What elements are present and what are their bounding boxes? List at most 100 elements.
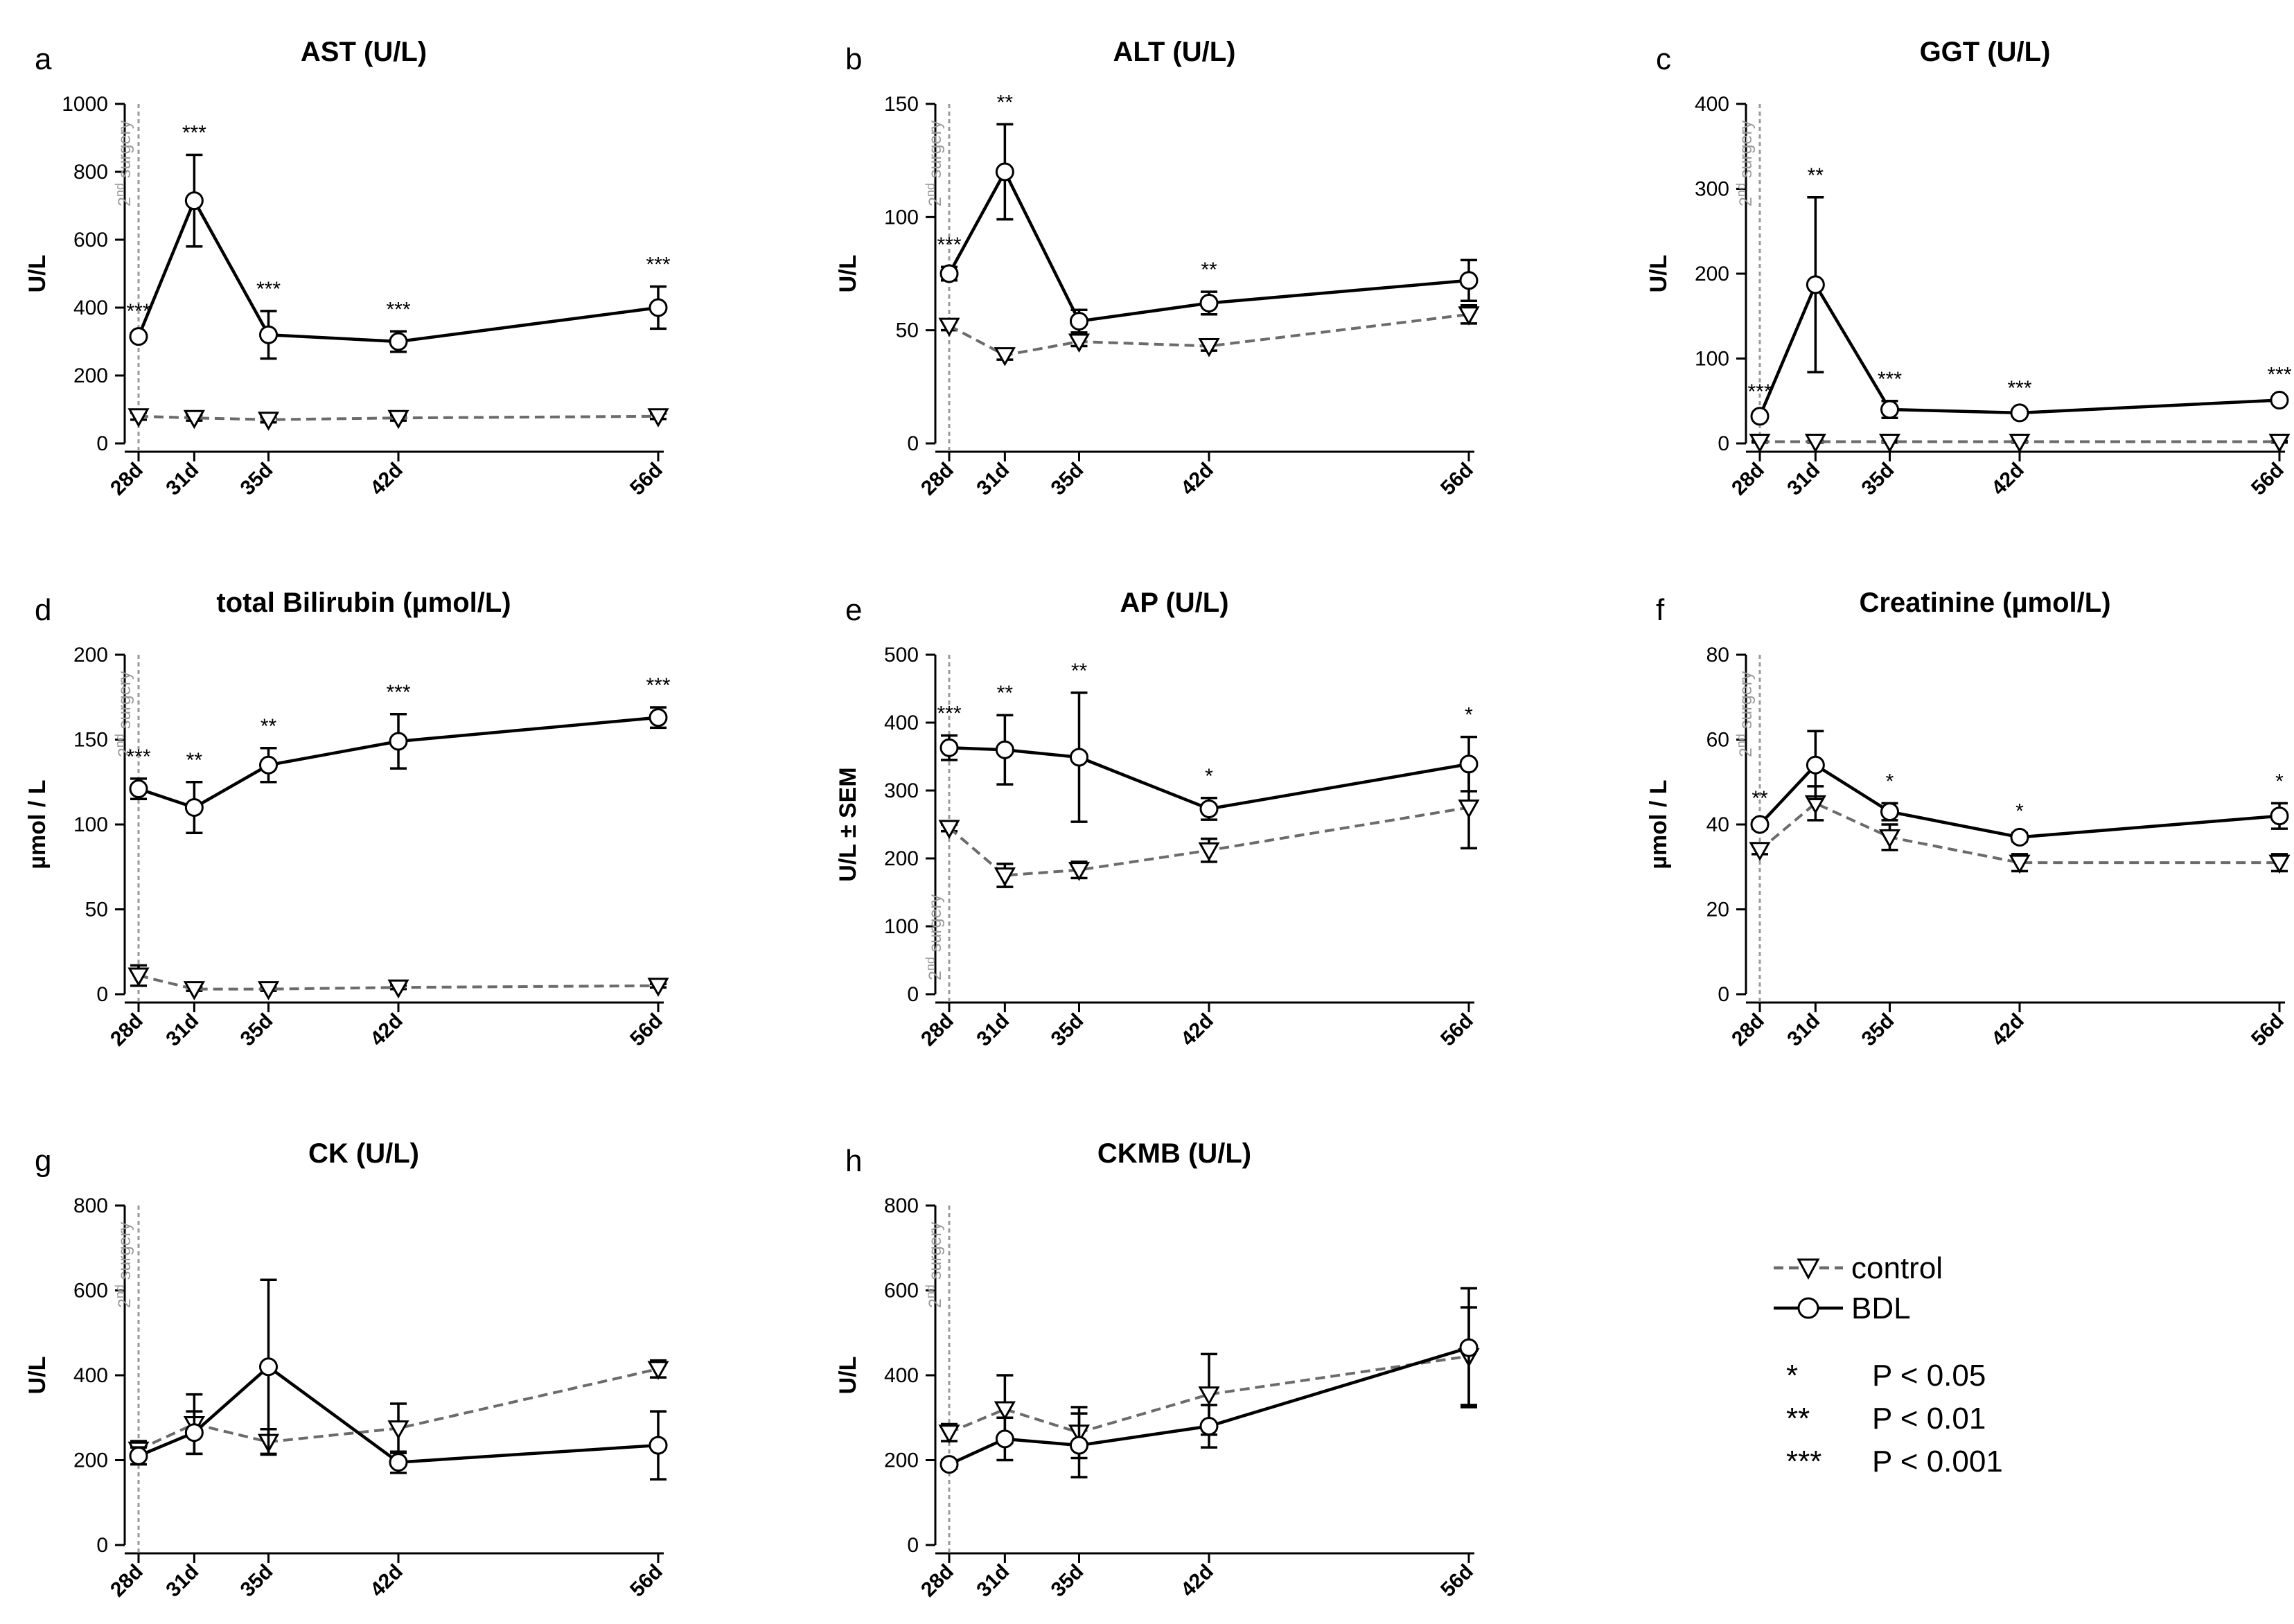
surgery-label-sup: nd: [113, 183, 127, 197]
x-tick-label: 28d: [106, 1560, 148, 1602]
control-point: [183, 409, 205, 430]
y-axis-label: U/L: [835, 255, 861, 293]
surgery-label-text: surgery: [1736, 120, 1756, 183]
significance-mark: **: [997, 91, 1014, 114]
x-tick-label: 56d: [2247, 1009, 2288, 1051]
x-tick-label: 28d: [106, 1009, 148, 1051]
surgery-label: 2nd surgery: [113, 120, 134, 206]
chart-title: GGT (U/L): [1920, 37, 2051, 67]
y-tick-label: 100: [884, 206, 919, 229]
y-tick-label: 100: [1695, 348, 1729, 371]
y-tick-label: 200: [884, 847, 919, 870]
surgery-label: 2nd surgery: [924, 120, 945, 206]
bdl-point: [259, 755, 278, 775]
bdl-point: [649, 708, 668, 727]
significance-mark: *: [1465, 704, 1473, 727]
bdl-point: [2270, 806, 2289, 826]
control-point: [1458, 306, 1480, 326]
x-tick-label: 35d: [236, 459, 278, 500]
y-tick-label: 200: [1695, 263, 1729, 285]
significance-mark: ***: [2007, 377, 2031, 400]
y-tick-label: 60: [1706, 729, 1729, 752]
bdl-point: [389, 332, 408, 351]
y-tick-label: 0: [96, 1534, 108, 1557]
control-point: [994, 1401, 1016, 1421]
y-tick-label: 800: [884, 1194, 919, 1217]
surgery-label-text: surgery: [115, 1221, 134, 1285]
significance-mark: ***: [646, 674, 670, 697]
control-point: [387, 409, 409, 430]
x-tick-label: 42d: [1987, 1009, 2029, 1051]
x-tick-label: 35d: [1047, 1560, 1088, 1602]
surgery-label-sup: nd: [113, 1285, 127, 1298]
y-tick-label: 150: [884, 93, 919, 116]
surgery-label: 2nd surgery: [113, 1221, 134, 1308]
x-tick-label: 56d: [626, 1009, 667, 1051]
control-point: [127, 967, 150, 987]
bdl-point: [1806, 275, 1825, 294]
y-tick-label: 80: [1706, 644, 1729, 667]
surgery-label-number: 2: [926, 197, 945, 206]
y-tick-label: 400: [884, 1364, 919, 1387]
surgery-label: 2nd surgery: [113, 671, 134, 757]
y-tick-label: 40: [1706, 813, 1729, 836]
bdl-point: [129, 779, 148, 799]
bdl-point: [184, 1423, 204, 1442]
y-tick-label: 0: [1718, 432, 1729, 455]
x-tick-label: 28d: [106, 459, 148, 500]
bdl-point: [649, 1436, 668, 1455]
y-tick-label: 400: [1695, 93, 1729, 116]
bdl-point: [939, 1455, 959, 1474]
y-axis-label: U/L: [1645, 255, 1672, 293]
bdl-point: [1459, 754, 1479, 774]
surgery-label-number: 2: [1736, 197, 1756, 206]
x-tick-label: 42d: [366, 1560, 407, 1602]
panel-h: h CKMB (U/L) 0 200 400 600 800 U/L 28d 31d 35d 42d 5…: [835, 1138, 1480, 1602]
surgery-label-sup: nd: [1734, 734, 1748, 748]
significance-mark: ***: [386, 681, 410, 704]
legend-sig-label: P < 0.01: [1872, 1402, 1986, 1436]
surgery-label-text: surgery: [926, 120, 945, 183]
panel-e: e AP (U/L) 0 100 200 300 400 500 U/L ± SEM 28d 31d…: [835, 588, 1480, 1051]
y-tick-label: 200: [884, 1449, 919, 1472]
bdl-point: [1459, 1338, 1479, 1357]
control-point: [1804, 434, 1826, 453]
y-tick-label: 0: [96, 432, 108, 455]
series-line-control: [948, 806, 1470, 877]
control-point: [1878, 434, 1901, 453]
control-point: [1878, 829, 1901, 849]
x-tick-label: 28d: [1727, 459, 1769, 500]
x-tick-label: 42d: [1176, 459, 1218, 500]
bdl-point: [649, 298, 668, 317]
y-tick-label: 800: [73, 1194, 108, 1217]
legend-bdl-marker: [1797, 1297, 1819, 1319]
control-point: [257, 412, 280, 431]
y-tick-label: 0: [907, 432, 919, 455]
surgery-label-number: 2: [115, 748, 134, 757]
y-axis-label: U/L: [835, 1357, 861, 1395]
surgery-label-text: surgery: [1736, 671, 1756, 734]
control-point: [994, 347, 1016, 367]
bdl-point: [2010, 827, 2029, 847]
bdl-point: [939, 264, 959, 283]
control-point: [938, 820, 960, 839]
y-tick-label: 150: [73, 729, 108, 752]
x-tick-label: 28d: [917, 1009, 958, 1051]
x-tick-label: 31d: [161, 1009, 203, 1051]
significance-mark: ***: [256, 278, 281, 301]
control-point: [647, 408, 669, 427]
bdl-point: [1199, 799, 1219, 818]
bdl-point: [129, 327, 148, 346]
panel-letter: b: [845, 42, 862, 76]
surgery-label-sup: nd: [924, 957, 937, 971]
surgery-label-text: surgery: [115, 120, 134, 183]
significance-mark: ***: [646, 254, 670, 276]
x-tick-label: 42d: [1176, 1009, 1218, 1051]
bdl-point: [2010, 403, 2029, 423]
legend-sig-label: P < 0.001: [1872, 1445, 2003, 1479]
panel-letter: f: [1656, 593, 1665, 627]
surgery-label: 2nd surgery: [924, 1221, 945, 1308]
y-tick-label: 200: [73, 1449, 108, 1472]
control-point: [2009, 854, 2031, 874]
legend-sig-symbol: **: [1786, 1402, 1810, 1436]
